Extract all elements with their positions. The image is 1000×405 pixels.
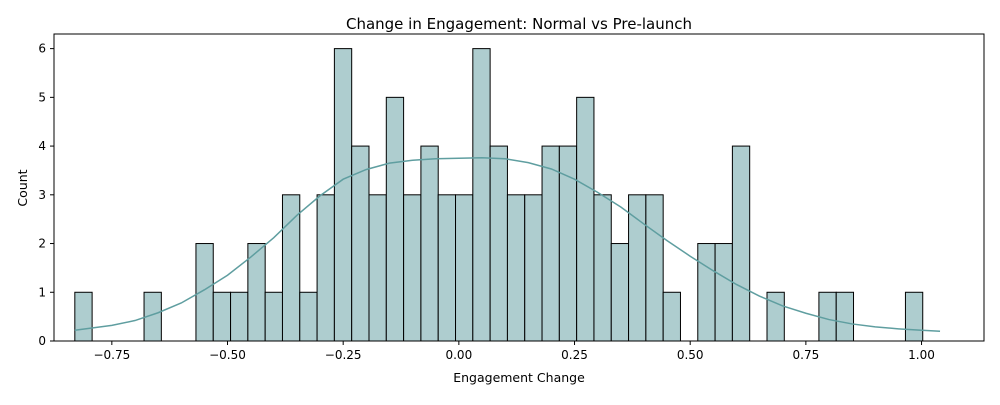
kde-layer — [74, 157, 941, 332]
plot-frame — [53, 33, 985, 342]
y-tick-label: 1 — [38, 285, 46, 299]
histogram-bar — [714, 243, 733, 342]
histogram-bar — [385, 96, 405, 342]
histogram-bar — [420, 145, 439, 342]
y-axis-title: Count — [15, 169, 30, 206]
histogram-bar — [576, 96, 595, 342]
y-tick-label: 3 — [38, 188, 46, 202]
histogram-bar — [264, 291, 283, 342]
histogram-bar — [904, 291, 924, 342]
x-tick-label: 0.25 — [561, 348, 588, 362]
x-tick-label: −0.75 — [93, 348, 130, 362]
chart-title: Change in Engagement: Normal vs Pre-laun… — [346, 15, 692, 33]
histogram-bar — [403, 194, 422, 342]
x-tick-label: 0.50 — [677, 348, 704, 362]
histogram-bar — [74, 291, 93, 342]
histogram-bar — [437, 194, 457, 342]
histogram-bar — [299, 291, 318, 342]
histogram-bar — [506, 194, 526, 342]
histogram-bar — [489, 145, 508, 342]
histogram-bar — [593, 194, 612, 342]
bars-layer — [74, 48, 924, 342]
x-tick-label: 0.75 — [793, 348, 820, 362]
y-tick-label: 4 — [38, 139, 46, 153]
x-tick-label: −0.50 — [209, 348, 246, 362]
histogram-bar — [333, 48, 353, 342]
histogram-bar — [316, 194, 335, 342]
histogram-bar — [524, 194, 543, 342]
kde-line — [74, 157, 941, 332]
histogram-bar — [230, 291, 249, 342]
histogram-bar — [281, 194, 301, 342]
histogram-bar — [455, 194, 474, 342]
histogram-bar — [558, 145, 578, 342]
x-tick-label: 0.00 — [445, 348, 472, 362]
histogram-bar — [368, 194, 387, 342]
histogram-bar — [610, 243, 630, 342]
histogram-bar — [731, 145, 751, 342]
histogram-bar — [195, 243, 214, 342]
histogram-bar — [835, 291, 855, 342]
y-tick-label: 0 — [38, 334, 46, 348]
x-axis-title: Engagement Change — [453, 370, 585, 385]
histogram-bar — [818, 291, 837, 342]
y-axis: 0 1 2 3 4 5 6 — [38, 42, 54, 348]
histogram-bar — [541, 145, 560, 342]
y-tick-label: 6 — [38, 42, 46, 56]
x-tick-label: 1.00 — [908, 348, 935, 362]
histogram-bar — [697, 243, 716, 342]
x-axis: −0.75 −0.50 −0.25 0.00 0.25 0.50 0.75 1.00 — [93, 341, 935, 362]
histogram-bar — [645, 194, 664, 342]
y-tick-label: 5 — [38, 90, 46, 104]
y-tick-label: 2 — [38, 237, 46, 251]
histogram-bar — [662, 291, 681, 342]
histogram-bar — [472, 48, 491, 342]
histogram-bar — [212, 291, 232, 342]
x-tick-label: −0.25 — [325, 348, 362, 362]
histogram-bar — [628, 194, 647, 342]
